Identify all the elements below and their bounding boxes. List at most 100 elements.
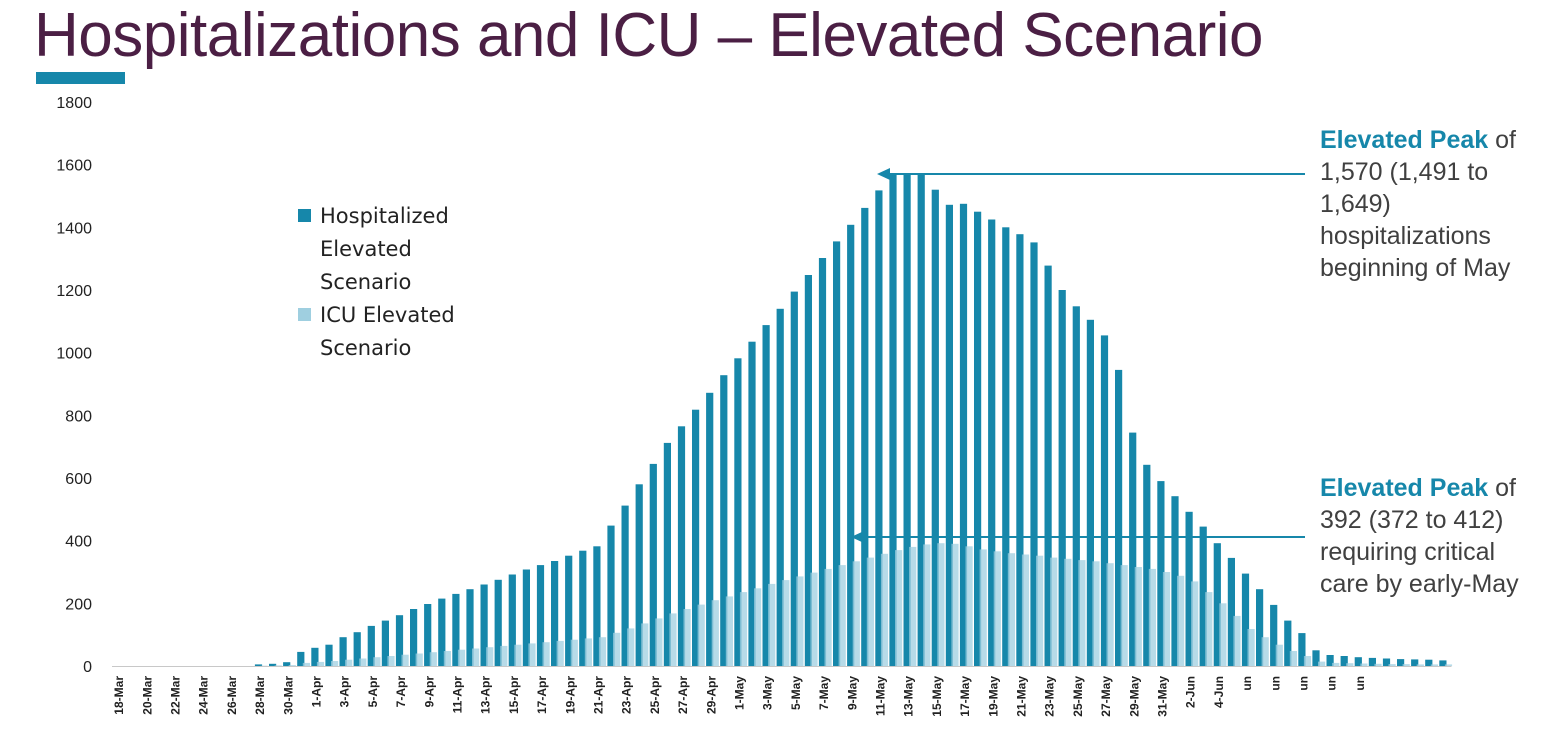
bar-hospitalized [889,174,897,666]
bar-hospitalized [1312,650,1320,666]
bar-icu [1275,644,1283,666]
x-tick-label: 17-Apr [535,676,549,714]
bar-hospitalized [818,258,827,666]
bar-icu [1050,557,1058,666]
bar-icu [457,649,466,666]
x-tick-label: 1-Apr [309,676,323,708]
x-tick-label: 5-Apr [366,676,380,708]
x-tick-label: un [1296,676,1310,691]
bar-icu [1247,629,1255,666]
bar-hospitalized [748,341,756,666]
bar-icu [909,546,917,666]
bar-icu [472,648,480,666]
x-tick-label: 24-Mar [197,676,211,715]
bar-hospitalized [593,546,601,666]
bar-icu [528,643,536,666]
bar-icu [1289,651,1297,666]
bar-hospitalized [1340,656,1348,666]
bar-icu [965,546,973,666]
bar-icu [895,550,903,666]
bar-icu [598,637,607,666]
x-tick-label: 2-Jun [1184,676,1198,708]
bar-hospitalized [1115,369,1123,666]
arrow-head [851,531,864,543]
bar-icu [345,659,353,666]
bar-icu [641,623,649,666]
x-tick-label: 23-May [1043,676,1057,717]
bar-icu [486,647,494,666]
bar-icu [838,565,846,666]
bar-hospitalized [1044,265,1052,666]
bar-icu [542,642,550,666]
bar-icu [768,583,776,666]
bar-icu [754,588,762,666]
bar-hospitalized [1439,660,1447,666]
y-tick-label: 1600 [56,158,92,175]
bar-icu [866,557,874,666]
bar-hospitalized [1270,604,1278,666]
bar-icu [1402,664,1410,666]
bar-icu [1360,663,1368,666]
bar-hospitalized [917,174,925,666]
y-tick-label: 1200 [56,283,92,300]
bar-hospitalized [424,604,432,666]
icu-series [260,543,1453,666]
bar-hospitalized [254,664,263,666]
x-tick-label: un [1268,676,1282,691]
bar-hospitalized [1256,589,1264,666]
bar-icu [627,628,635,666]
bar-icu [514,644,522,666]
y-axis: 0 200 400 600 800 1000 1200 1400 1600 1800 [56,95,92,676]
x-tick-label: 13-May [902,676,916,717]
bar-icu [1444,664,1453,666]
bar-hospitalized [536,565,545,666]
x-tick-label: 18-Mar [112,676,126,715]
legend-item-hospitalized: Hospitalized Elevated Scenario [298,200,470,299]
x-tick-label: 4-Jun [1212,676,1226,708]
legend-swatch-icu [298,308,311,321]
bar-icu [1177,575,1185,666]
bar-hospitalized [1086,319,1094,666]
bar-icu [1148,568,1156,666]
bar-hospitalized [1072,306,1080,666]
bar-hospitalized [1002,227,1010,667]
annotation-hosp-bold: Elevated Peak [1320,126,1489,154]
page-title: Hospitalizations and ICU – Elevated Scen… [34,1,1264,70]
bar-icu [655,618,663,666]
bar-hospitalized [847,224,855,667]
bar-hospitalized [974,211,982,666]
bar-icu [1430,664,1438,666]
bar-icu [796,576,804,666]
bar-icu [683,609,691,666]
bar-hospitalized [833,241,841,666]
bar-icu [1346,663,1354,666]
bar-icu [697,604,705,666]
bar-icu [401,654,409,666]
bar-hospitalized [1129,432,1137,666]
bar-icu [613,632,621,666]
bar-icu [993,551,1001,666]
bar-hospitalized [861,207,869,666]
bar-icu [331,661,339,666]
bar-hospitalized [776,308,784,666]
x-axis: 18-Mar 20-Mar 22-Mar 24-Mar 26-Mar 28-Mar 30-M… [112,676,1367,717]
bar-icu [570,639,578,666]
bar-hospitalized [1397,659,1405,666]
bar-icu [1092,561,1100,666]
bar-icu [1120,565,1128,666]
x-tick-label: 31-May [1155,676,1169,717]
x-tick-label: 22-Mar [168,676,182,715]
bar-hospitalized [283,662,291,666]
x-tick-label: 23-Apr [620,676,634,714]
bar-hospitalized [931,189,939,666]
bar-hospitalized [410,609,418,666]
bar-hospitalized [1157,481,1165,666]
bar-icu [443,651,451,666]
bar-hospitalized [522,569,530,666]
x-tick-label: 3-May [761,676,775,710]
bar-hospitalized [1016,234,1024,666]
bar-hospitalized [1368,657,1376,666]
bar-icu [1064,558,1072,666]
bar-icu [1416,664,1424,666]
